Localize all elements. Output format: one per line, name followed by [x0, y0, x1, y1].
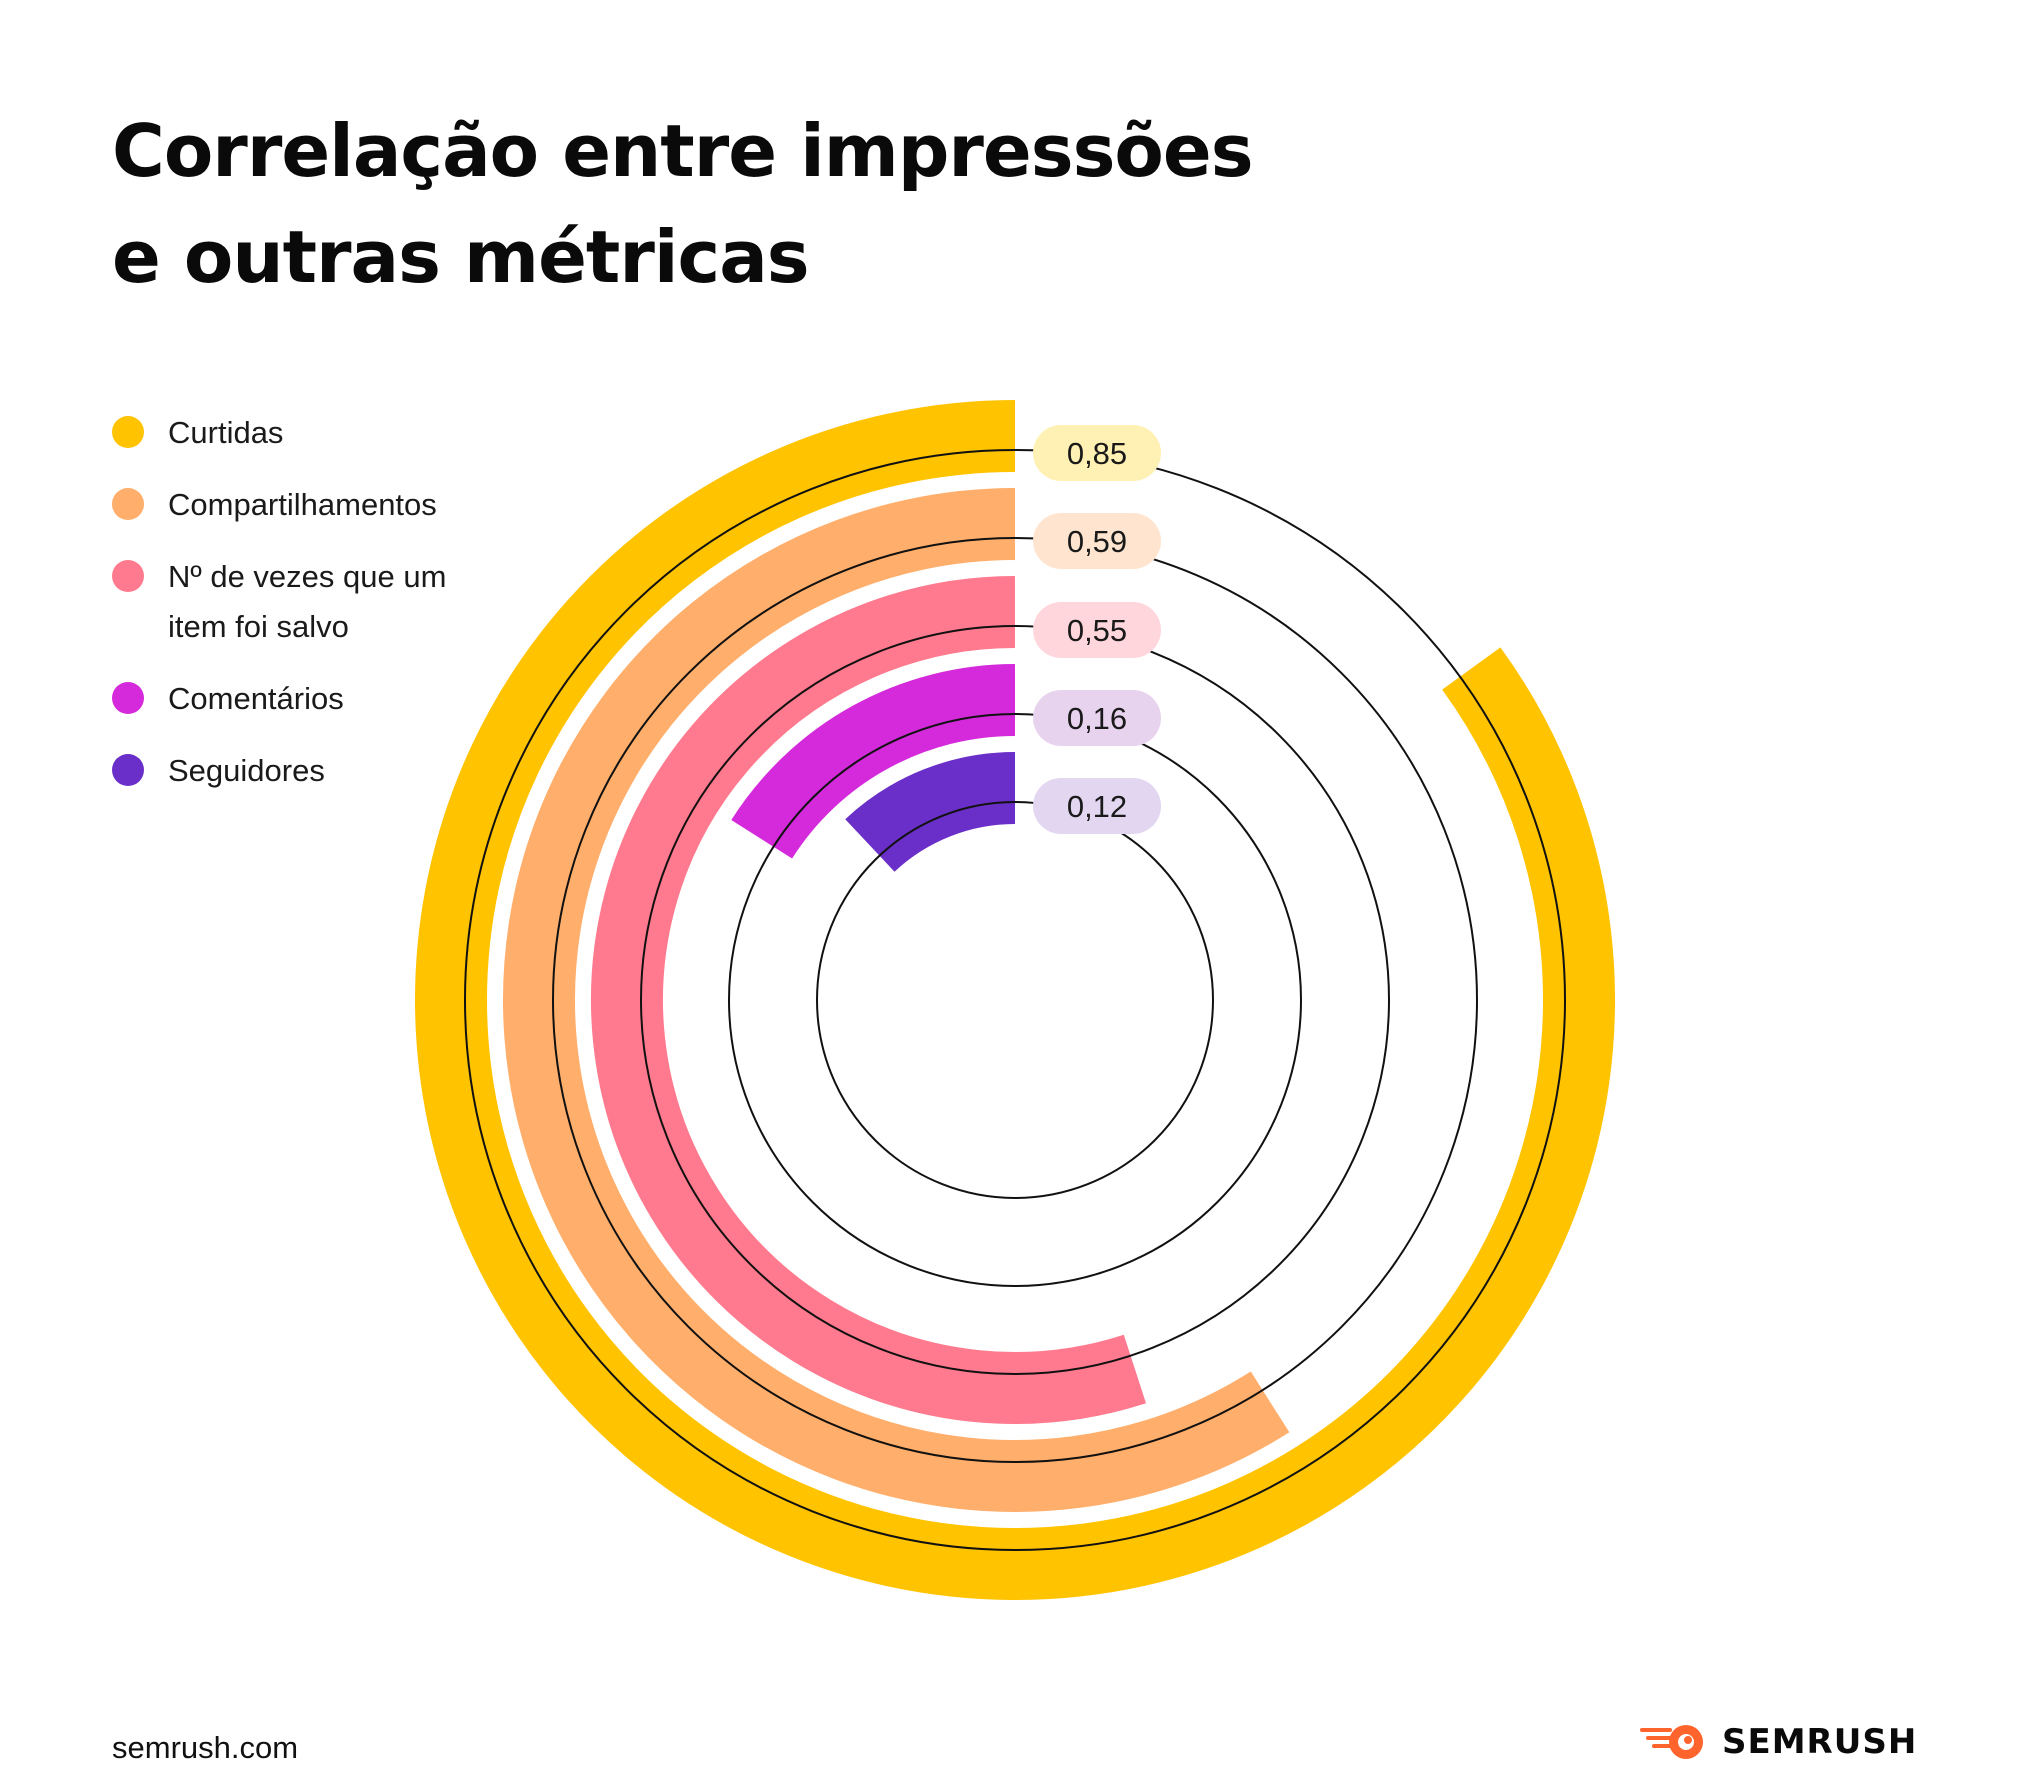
- semrush-fire-icon: [1640, 1725, 1703, 1759]
- value-pill: 0,59: [1033, 513, 1161, 569]
- legend-dot: [112, 682, 144, 714]
- value-pill: 0,16: [1033, 690, 1161, 746]
- legend: Curtidas Compartilhamentos Nº de vezes que…: [112, 408, 512, 818]
- value-label: 0,12: [1067, 789, 1127, 824]
- footer-url[interactable]: semrush.com: [112, 1730, 299, 1765]
- legend-dot: [112, 560, 144, 592]
- legend-dot: [112, 416, 144, 448]
- legend-label: Curtidas: [168, 415, 284, 450]
- legend-label: Seguidores: [168, 753, 325, 788]
- legend-item: Curtidas: [112, 408, 512, 458]
- bar-arc: [591, 576, 1146, 1424]
- value-pill-bg: [1033, 425, 1161, 481]
- legend-label: Nº de vezes que um item foi salvo: [168, 559, 447, 644]
- value-pill: 0,55: [1033, 602, 1161, 658]
- legend-item: Seguidores: [112, 746, 512, 796]
- value-pill: 0,12: [1033, 778, 1161, 834]
- bar-arc: [503, 488, 1290, 1512]
- ring-line: [464, 449, 1566, 1551]
- legend-label: Compartilhamentos: [168, 487, 437, 522]
- brand-name: SEMRUSH: [1722, 1722, 1918, 1762]
- chart-title: Correlação entre impressões e outras mét…: [112, 98, 1412, 310]
- value-label: 0,55: [1067, 613, 1127, 648]
- value-pill-bg: [1033, 602, 1161, 658]
- value-pill-bg: [1033, 778, 1161, 834]
- value-pill-bg: [1033, 690, 1161, 746]
- legend-label: Comentários: [168, 681, 344, 716]
- ring-line: [816, 801, 1214, 1199]
- chart-title-line-1: Correlação entre impressões: [112, 109, 1254, 193]
- ring-line: [552, 537, 1478, 1463]
- legend-item: Compartilhamentos: [112, 480, 512, 530]
- bar-arc: [731, 664, 1016, 860]
- value-pill-bg: [1033, 513, 1161, 569]
- bar-arc: [415, 400, 1615, 1600]
- legend-item: Nº de vezes que um item foi salvo: [112, 552, 512, 652]
- legend-dot: [112, 488, 144, 520]
- legend-dot: [112, 754, 144, 786]
- chart-title-line-2: e outras métricas: [112, 215, 810, 299]
- semrush-logo[interactable]: SEMRUSH: [1640, 1722, 1917, 1762]
- value-label: 0,85: [1067, 436, 1127, 471]
- bar-arc: [845, 752, 1016, 873]
- ring-line: [728, 713, 1302, 1287]
- value-pill: 0,85: [1033, 425, 1161, 481]
- value-label: 0,16: [1067, 701, 1127, 736]
- ring-line: [640, 625, 1390, 1375]
- value-label: 0,59: [1067, 524, 1127, 559]
- legend-item: Comentários: [112, 674, 512, 724]
